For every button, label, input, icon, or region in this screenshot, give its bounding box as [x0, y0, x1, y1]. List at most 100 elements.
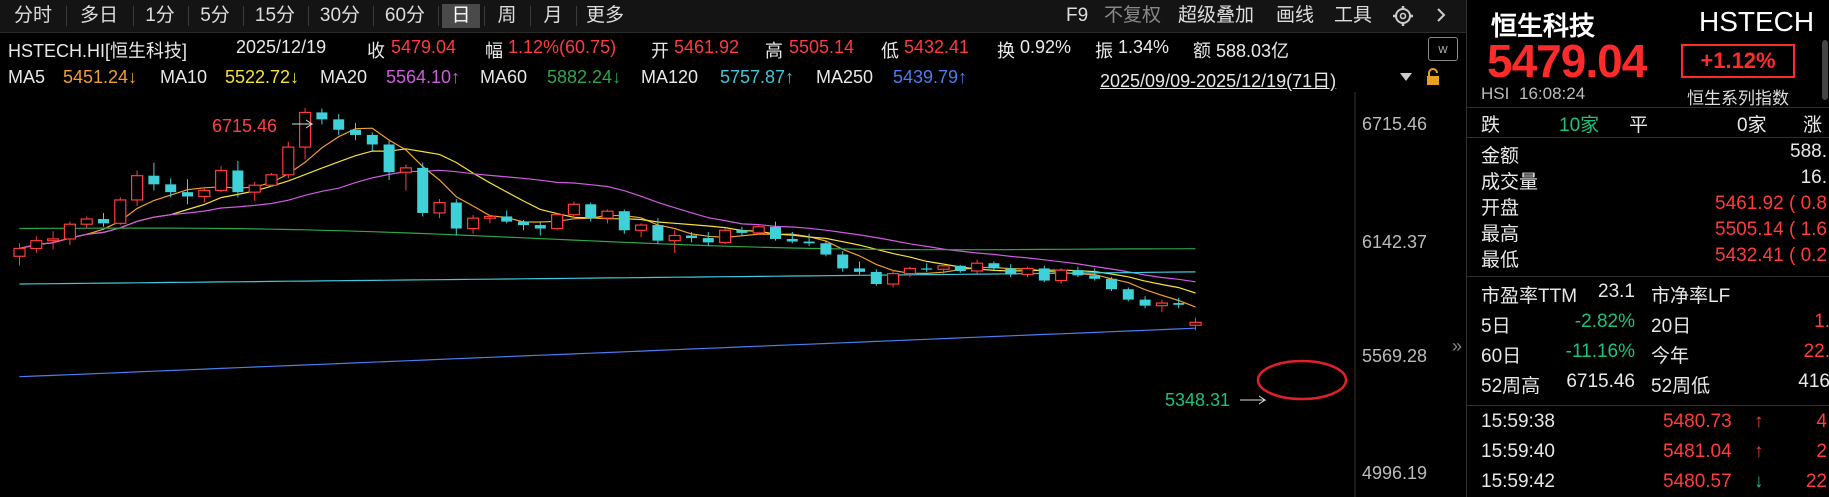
wp-icon[interactable]: W [1428, 37, 1458, 61]
tick-volume: 4 [1816, 411, 1827, 432]
price-tick: 6142.37 [1362, 232, 1427, 252]
period-tab-week[interactable]: 周 [497, 5, 517, 26]
candle-body [483, 215, 496, 219]
draw-button[interactable]: 画线 [1276, 5, 1315, 26]
period-tab-5min[interactable]: 5分 [200, 5, 230, 26]
scrollbar[interactable] [1822, 40, 1828, 100]
ma60-label: MA60 [480, 67, 528, 87]
candle-body [299, 111, 312, 148]
breadth-up-label: 涨 [1803, 115, 1823, 136]
stat-label: 最高 [1481, 224, 1520, 245]
ma250-label: MA250 [816, 67, 874, 87]
candle-body [786, 238, 798, 242]
candle-body [1089, 275, 1101, 279]
price-tick: 6715.46 [1362, 114, 1427, 134]
ma10-value: 5522.72↓ [225, 67, 300, 87]
candle-body [702, 238, 714, 243]
candle-body [248, 184, 261, 193]
candle-body [383, 144, 395, 173]
dropdown-triangle-icon[interactable] [1398, 69, 1414, 90]
toolbar-divider [576, 6, 577, 26]
candle [937, 264, 950, 274]
amplitude-value: 1.34% [1118, 37, 1170, 57]
candle-body [550, 214, 564, 230]
lock-icon[interactable] [1424, 67, 1442, 92]
candle [1005, 264, 1017, 278]
period-tab-day[interactable]: 日 [442, 4, 480, 28]
period-tab-30min[interactable]: 30分 [319, 5, 361, 26]
kline-chart[interactable]: 6715.46 6142.37 5569.28 4996.19 6715.46 … [0, 92, 1466, 497]
candle [417, 162, 429, 217]
candle [299, 108, 312, 160]
tick-time: 15:59:40 [1481, 441, 1555, 462]
candle [282, 141, 295, 179]
change-value: 1.12%(60.75) [508, 37, 617, 57]
overlay-button[interactable]: 超级叠加 [1178, 5, 1255, 26]
period-tab-intraday[interactable]: 分时 [13, 5, 52, 26]
min-arrow-icon [1240, 395, 1267, 405]
candle [921, 263, 933, 272]
candle-body [736, 230, 748, 233]
symbol-label: HSTECH.HI[恒生科技] [8, 41, 188, 61]
ma250-value: 5439.79↑ [893, 67, 968, 87]
ma120-value: 5757.87↑ [720, 67, 795, 87]
tick-price: 5480.73 [1663, 411, 1732, 432]
period-tab-more[interactable]: 更多 [585, 5, 624, 26]
candle-body [1072, 270, 1084, 276]
index-name: 恒生科技 [1491, 11, 1596, 41]
arrow-down-icon: ↓ [1754, 471, 1764, 492]
candle [165, 178, 177, 198]
period-tab-multiday[interactable]: 多日 [79, 5, 118, 26]
period-tab-1min[interactable]: 1分 [145, 5, 175, 26]
candle [433, 199, 446, 219]
no-adjust-button[interactable]: 不复权 [1104, 5, 1162, 26]
tools-button[interactable]: 工具 [1334, 5, 1373, 26]
period-tab-month[interactable]: 月 [543, 5, 563, 26]
gear-icon[interactable] [1392, 4, 1414, 28]
candle [702, 232, 714, 246]
candle-body [518, 221, 529, 226]
ratio-value: 416 [1798, 371, 1829, 392]
candle-body [718, 229, 732, 244]
candle [634, 223, 648, 238]
candle-body [686, 235, 697, 239]
candle [1189, 317, 1202, 331]
candle-body [232, 170, 244, 193]
candle [954, 264, 966, 273]
ratio-value: 6715.46 [1566, 371, 1635, 392]
period-tab-15min[interactable]: 15分 [254, 5, 296, 26]
candle-body [366, 134, 378, 145]
candle-body [450, 202, 462, 229]
low-value: 5432.41 [904, 37, 970, 57]
stat-value: 588. [1790, 141, 1827, 162]
amplitude-label: 振 [1095, 41, 1113, 61]
candle [1054, 268, 1068, 285]
ma5-label: MA5 [8, 67, 46, 87]
candle-body [148, 175, 160, 185]
candle [1173, 297, 1185, 309]
toolbar-divider [188, 6, 189, 26]
candle [518, 219, 529, 231]
tick-time: 15:59:38 [1481, 411, 1555, 432]
candle [483, 214, 496, 224]
ratio-label: 52周高 [1481, 376, 1541, 397]
period-tab-60min[interactable]: 60分 [384, 5, 426, 26]
candle-body [854, 268, 865, 272]
collapse-panel-icon[interactable]: » [1452, 336, 1462, 356]
candle [13, 243, 26, 266]
candle [366, 132, 378, 151]
date-range-selector[interactable]: 2025/09/09-2025/12/19(71日) [1100, 71, 1337, 91]
candle-body [316, 112, 328, 120]
breadth-flat-label: 平 [1629, 115, 1649, 136]
f9-button[interactable]: F9 [1066, 5, 1089, 26]
toolbar-divider [243, 6, 244, 26]
max-arrow-icon [292, 119, 314, 129]
bar-date: 2025/12/19 [236, 37, 327, 57]
candle-body [1038, 268, 1050, 281]
tick-volume: 22 [1805, 471, 1827, 492]
breadth-down-value: 10家 [1559, 115, 1600, 136]
candle-body [467, 217, 480, 230]
chevron-right-icon[interactable] [1434, 4, 1448, 28]
candle [30, 236, 43, 253]
candle-body [954, 265, 966, 272]
